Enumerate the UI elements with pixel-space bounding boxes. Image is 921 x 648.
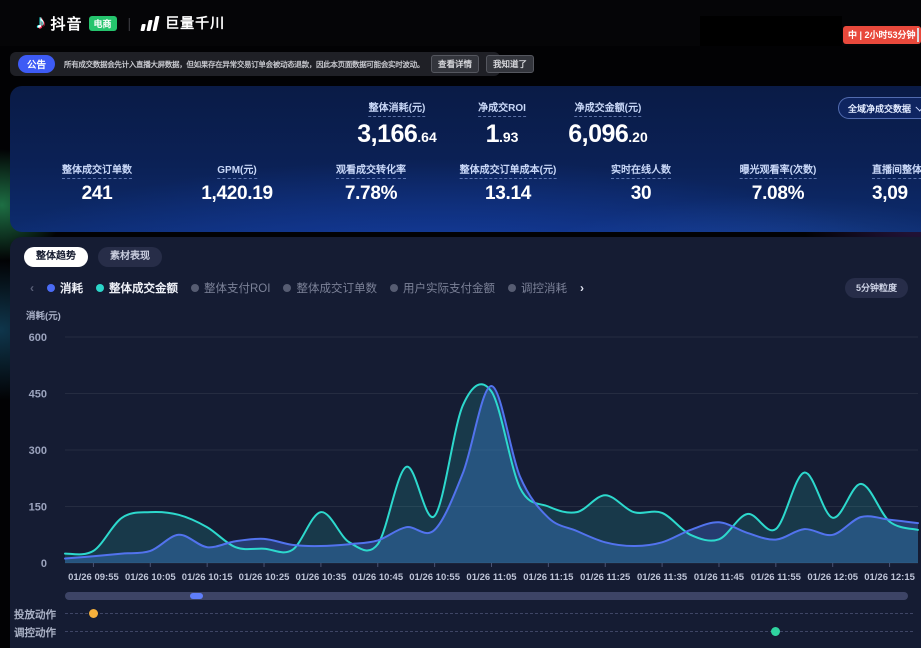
metric-net-roi: 净成交ROI 1.93 xyxy=(478,98,526,149)
brand-area: ♪ 抖音 电商 | 巨量千川 xyxy=(36,0,225,46)
metric-label: 净成交ROI xyxy=(478,99,526,117)
adjust-actions-line xyxy=(65,631,913,632)
legend-dot xyxy=(191,284,199,292)
chart-scrollbar-handle[interactable] xyxy=(190,593,203,599)
acknowledge-button[interactable]: 我知道了 xyxy=(486,55,535,73)
metric-value: 3,166.64 xyxy=(357,120,437,148)
metric-value: 30 xyxy=(630,183,652,204)
tab-overall-trend[interactable]: 整体趋势 xyxy=(24,247,88,267)
notice-badge: 公告 xyxy=(18,55,56,73)
granularity-selector[interactable]: 5分钟粒度 xyxy=(845,278,909,298)
delivery-actions-label: 投放动作 xyxy=(14,609,56,621)
metric-online-users: 实时在线人数 30 xyxy=(611,160,671,205)
legend-item-adjust-cost[interactable]: 调控消耗 xyxy=(507,280,567,296)
legend-item-user-paid-amount[interactable]: 用户实际支付金额 xyxy=(389,280,495,296)
legend-next-icon[interactable]: › xyxy=(579,281,584,295)
y-axis-title: 消耗(元) xyxy=(26,311,61,322)
trend-card: 整体趋势 素材表现 ‹ 消耗 整体成交金额 整体支付ROI 整体成交订单数 用户… xyxy=(10,237,921,648)
metric-value: 6,096.20 xyxy=(568,120,648,148)
tab-material-performance[interactable]: 素材表现 xyxy=(98,247,162,267)
delivery-actions-line xyxy=(65,613,913,614)
brand-divider: | xyxy=(127,15,132,31)
metric-label: 实时在线人数 xyxy=(611,161,671,179)
notice-text: 所有成交数据会先计入直播大屏数据，但如果存在异常交易订单会被动态退款，因此本页面… xyxy=(64,59,425,69)
metric-value: 13.14 xyxy=(484,183,532,204)
redacted-area xyxy=(700,16,842,46)
scope-selector-label: 全域净成交数据 xyxy=(848,103,912,114)
metric-label: 观看成交转化率 xyxy=(336,161,406,179)
metric-value: 1,420.19 xyxy=(201,183,273,204)
legend-item-order-count[interactable]: 整体成交订单数 xyxy=(283,280,377,296)
view-details-button[interactable]: 查看详情 xyxy=(431,55,480,73)
legend-dot xyxy=(47,284,55,292)
metric-label: 整体消耗(元) xyxy=(368,99,426,117)
ecommerce-badge: 电商 xyxy=(88,15,117,31)
qianchuan-wordmark: 巨量千川 xyxy=(165,15,226,31)
legend-prev-icon[interactable]: ‹ xyxy=(30,281,34,295)
metric-label: 曝光观看率(次数) xyxy=(739,161,817,179)
metric-order-count: 整体成交订单数 241 xyxy=(62,160,132,205)
qianchuan-logo-icon xyxy=(140,15,160,31)
metric-value: 7.78% xyxy=(344,183,398,204)
metric-value: 241 xyxy=(81,183,113,204)
live-duration-badge: 中 | 2小时53分钟 xyxy=(843,26,921,44)
legend-dot xyxy=(507,284,516,292)
metric-net-gmv: 净成交金额(元) 6,096.20 xyxy=(568,98,648,149)
tab-bar: 整体趋势 素材表现 xyxy=(24,247,162,267)
metric-value: 7.08% xyxy=(751,183,805,204)
scope-selector[interactable]: 全域净成交数据 xyxy=(838,97,921,119)
legend-dot xyxy=(389,284,398,292)
douyin-wordmark: 抖音 xyxy=(50,15,83,33)
top-header: ♪ 抖音 电商 | 巨量千川 中 | 2小时53分钟 xyxy=(0,0,921,46)
metrics-panel: 全域净成交数据 整体消耗(元) 3,166.64 净成交ROI 1.93 净成交… xyxy=(10,86,921,232)
chart-scrollbar-track[interactable] xyxy=(65,592,908,600)
metric-label: 净成交金额(元) xyxy=(574,99,642,117)
metric-exposure-view-rate: 曝光观看率(次数) 7.08% xyxy=(739,160,817,205)
metric-label: 直播间整体成 xyxy=(872,161,921,179)
legend-item-consumption[interactable]: 消耗 xyxy=(47,280,83,296)
metric-view-conversion: 观看成交转化率 7.78% xyxy=(336,160,406,205)
metric-label: 整体成交订单成本(元) xyxy=(459,161,557,179)
metric-overall-cost: 整体消耗(元) 3,166.64 xyxy=(357,98,437,149)
metric-gpm: GPM(元) 1,420.19 xyxy=(201,160,273,205)
chevron-down-icon xyxy=(915,103,921,112)
metric-order-cost: 整体成交订单成本(元) 13.14 xyxy=(459,160,557,205)
legend-item-total-gmv[interactable]: 整体成交金额 xyxy=(96,280,178,296)
metric-value: 1.93 xyxy=(485,120,519,148)
legend-item-payment-roi[interactable]: 整体支付ROI xyxy=(191,280,270,296)
metric-label: GPM(元) xyxy=(217,161,257,179)
notice-bar: 公告 所有成交数据会先计入直播大屏数据，但如果存在异常交易订单会被动态退款，因此… xyxy=(10,52,535,76)
metric-label: 整体成交订单数 xyxy=(62,161,132,179)
legend-dot xyxy=(96,284,104,292)
chart-legend: ‹ 消耗 整体成交金额 整体支付ROI 整体成交订单数 用户实际支付金额 调控消… xyxy=(30,281,584,295)
metric-liveroom-overall: 直播间整体成 3,09 xyxy=(872,160,921,205)
header-divider xyxy=(917,28,919,42)
legend-dot xyxy=(283,284,292,292)
adjust-actions-label: 调控动作 xyxy=(14,627,56,639)
metric-value: 3,09 xyxy=(872,183,908,204)
douyin-logo-icon: ♪ xyxy=(36,12,46,33)
